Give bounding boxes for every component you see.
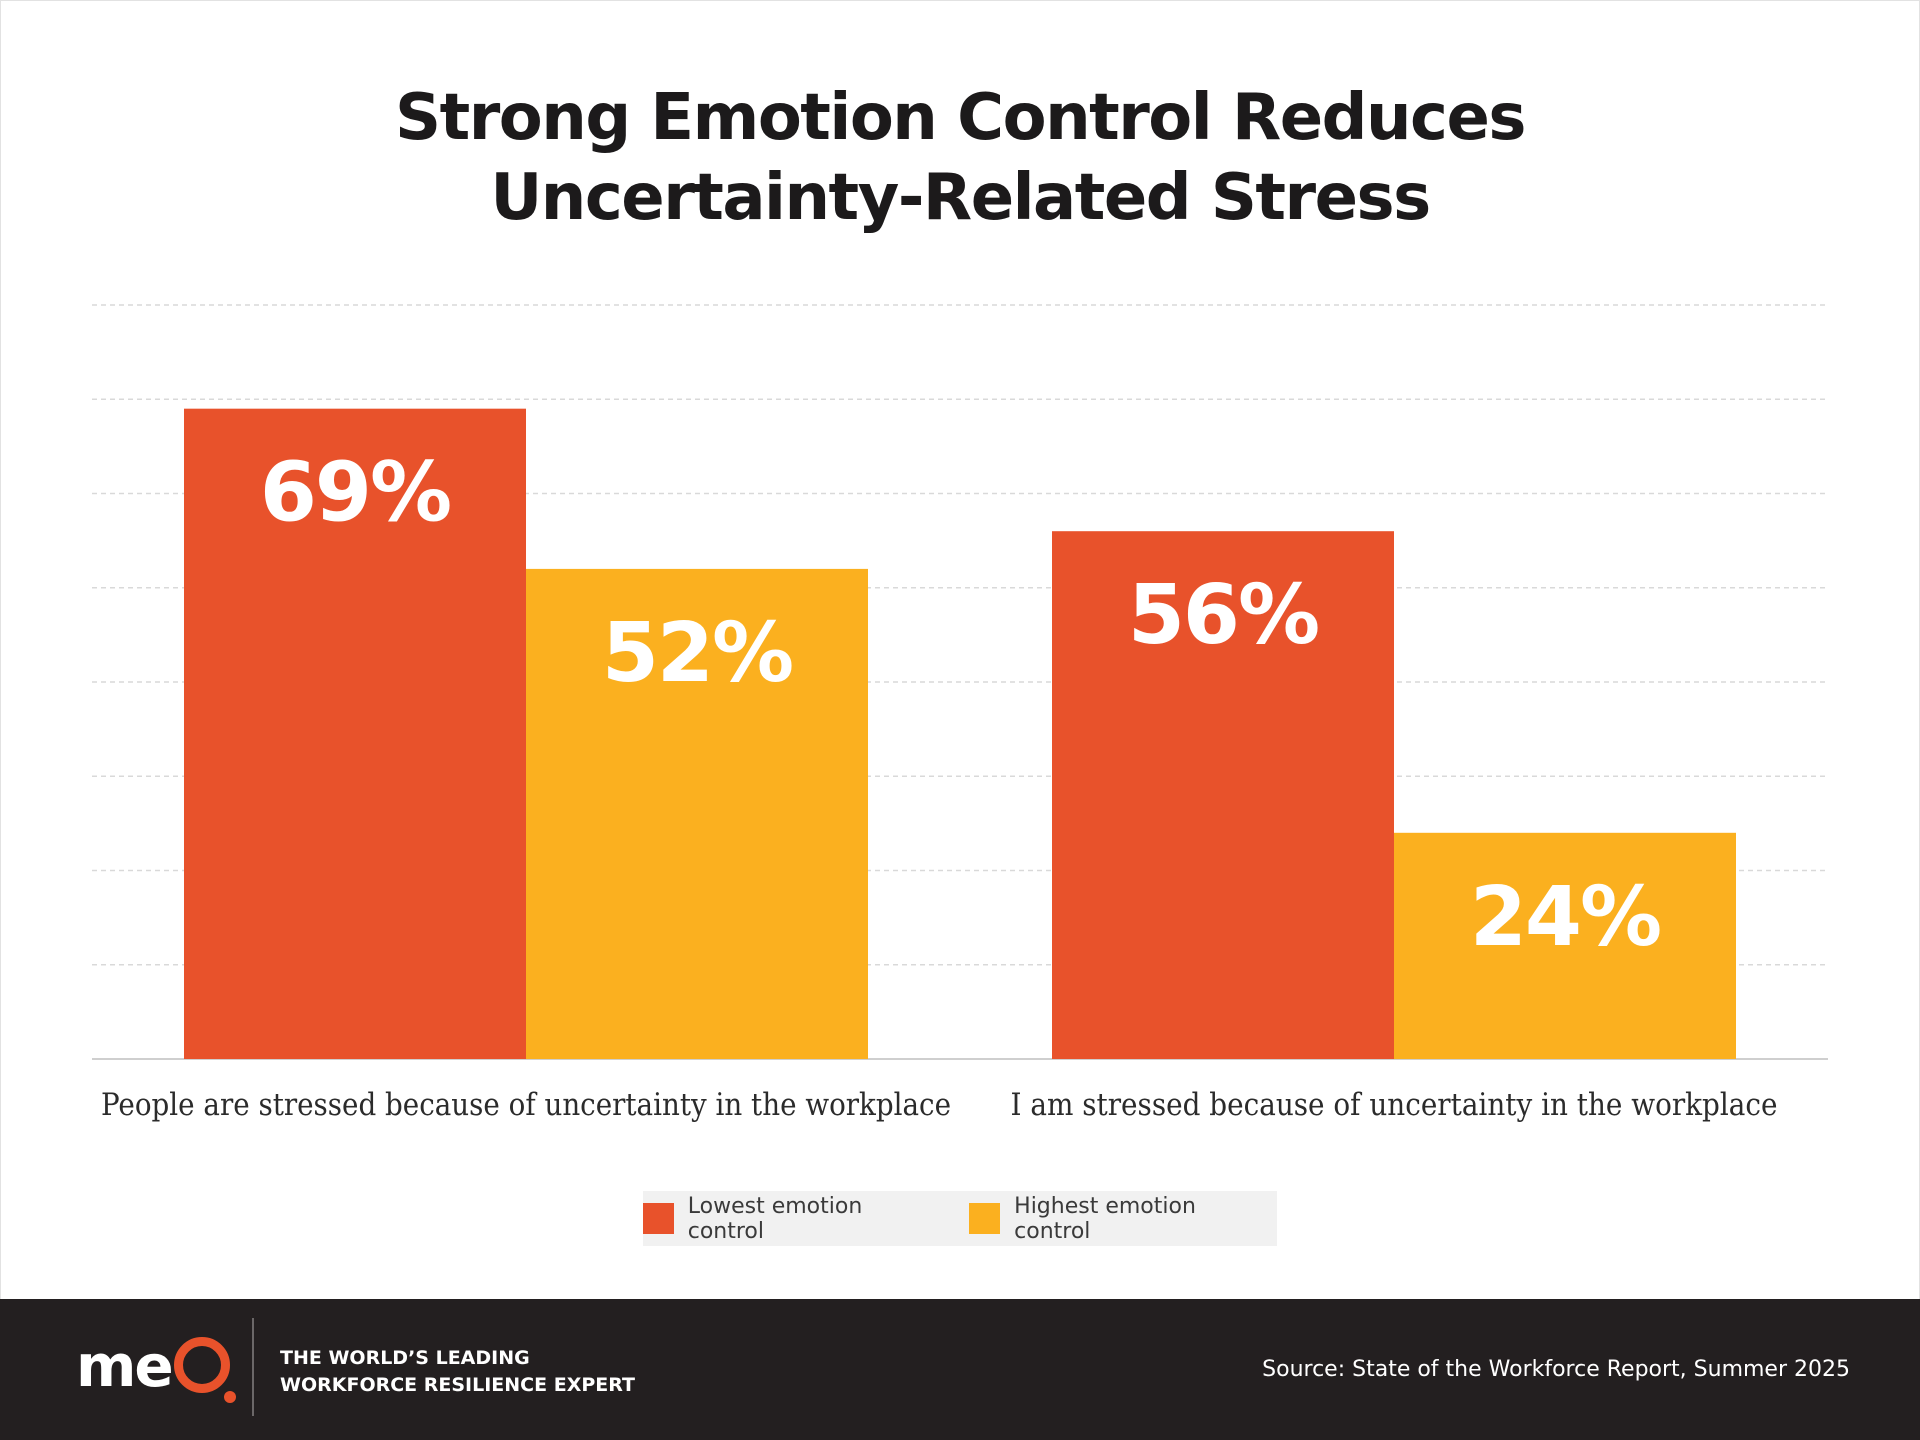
legend-swatch-highest	[969, 1203, 1001, 1234]
bar-highest-1	[1394, 832, 1736, 1059]
legend: Lowest emotion control Highest emotion c…	[643, 1191, 1277, 1246]
title-line-1: Strong Emotion Control Reduces	[395, 81, 1526, 155]
bar-value-label: 56%	[1128, 568, 1318, 663]
tagline-line-2: WORKFORCE RESILIENCE EXPERT	[280, 1374, 635, 1396]
bar-value-label: 24%	[1470, 870, 1660, 965]
legend-swatch-lowest	[643, 1203, 674, 1234]
title-line-2: Uncertainty-Related Stress	[490, 161, 1431, 235]
logo-q-icon	[172, 1331, 236, 1403]
bar-lowest-0	[184, 408, 526, 1059]
footer: me THE WORLD’S LEADING WORKFORCE RESILIE…	[0, 1299, 1920, 1440]
legend-item-lowest: Lowest emotion control	[643, 1194, 943, 1244]
category-label: I am stressed because of uncertainty in …	[1011, 1087, 1778, 1123]
category-label: People are stressed because of uncertain…	[101, 1087, 951, 1123]
legend-label-highest: Highest emotion control	[1014, 1193, 1196, 1244]
meq-logo: me	[76, 1331, 236, 1403]
bar-highest-0	[526, 568, 868, 1059]
tagline: THE WORLD’S LEADING WORKFORCE RESILIENCE…	[280, 1345, 635, 1399]
legend-label-lowest: Lowest emotion control	[687, 1193, 863, 1244]
source-note: Source: State of the Workforce Report, S…	[1262, 1357, 1850, 1382]
bar-value-label: 52%	[602, 606, 792, 701]
bar-chart: 69% 52% People are stressed because of unc…	[92, 304, 1828, 1123]
tagline-line-1: THE WORLD’S LEADING	[280, 1347, 530, 1369]
bar-value-label: 69%	[260, 446, 450, 541]
legend-item-highest: Highest emotion control	[969, 1194, 1277, 1244]
logo-text: me	[76, 1332, 174, 1400]
footer-divider	[252, 1318, 254, 1416]
chart-title: Strong Emotion Control Reduces Uncertain…	[0, 78, 1920, 238]
bar-lowest-1	[1052, 531, 1394, 1059]
